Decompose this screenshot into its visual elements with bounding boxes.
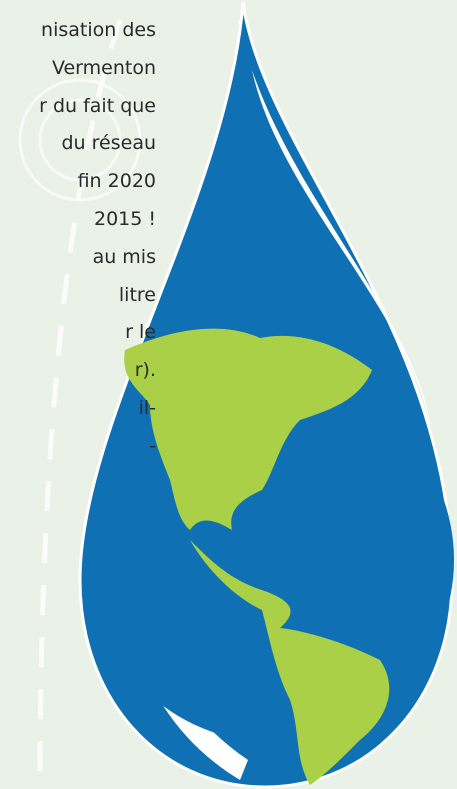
text-line: du réseau	[61, 132, 157, 155]
text-line: r).	[134, 359, 156, 382]
text-line: 2015 !	[93, 207, 156, 230]
continent	[124, 328, 372, 530]
text-line: nisation des	[41, 19, 156, 41]
text-line: r du fait que	[39, 94, 156, 117]
text-line: au mis	[92, 245, 156, 268]
text-line: -	[149, 434, 156, 457]
text-line: il-	[138, 396, 156, 419]
text-line: litre	[118, 283, 156, 306]
text-column: nisation des Vermenton r du fait que du rés…	[0, 12, 156, 466]
text-line: fin 2020	[77, 170, 156, 193]
continent	[190, 540, 390, 785]
text-line: r le	[125, 321, 156, 344]
text-line: Vermenton	[51, 56, 156, 79]
